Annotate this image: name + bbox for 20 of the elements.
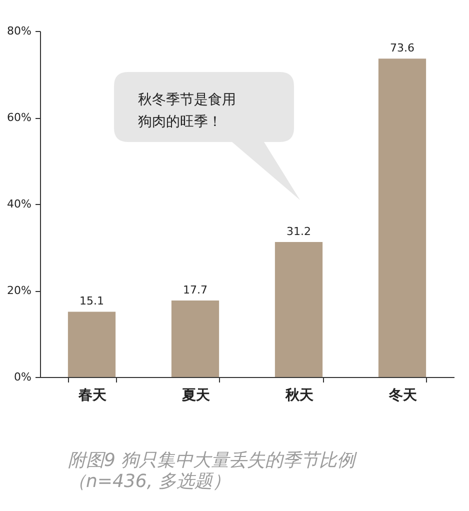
x-tick-label: 秋天 (284, 388, 314, 404)
bar (68, 312, 116, 377)
data-label: 73.6 (390, 42, 414, 55)
x-tick-label: 夏天 (180, 388, 211, 404)
bar (378, 58, 426, 377)
data-label: 15.1 (80, 294, 104, 308)
y-tick-label: 0% (14, 370, 32, 384)
text: （n=436, 多选题） (68, 471, 230, 492)
annotation: 秋冬季节是食用狗肉的旺季！ (138, 91, 237, 132)
y-tick-label: 80% (7, 24, 32, 38)
y-tick-label: 20% (7, 284, 32, 297)
x-tick-label: 春天 (77, 388, 108, 404)
x-tick-label: 冬天 (388, 388, 418, 404)
bar (171, 300, 220, 377)
data-label: 17.7 (183, 283, 208, 296)
data-label: 31.2 (286, 225, 311, 238)
text: 附图9 狗只集中大量丢失的季节比例 (68, 450, 358, 471)
y-tick-label: 40% (7, 198, 32, 210)
bar (274, 242, 323, 377)
y-tick-label: 60% (7, 111, 32, 124)
